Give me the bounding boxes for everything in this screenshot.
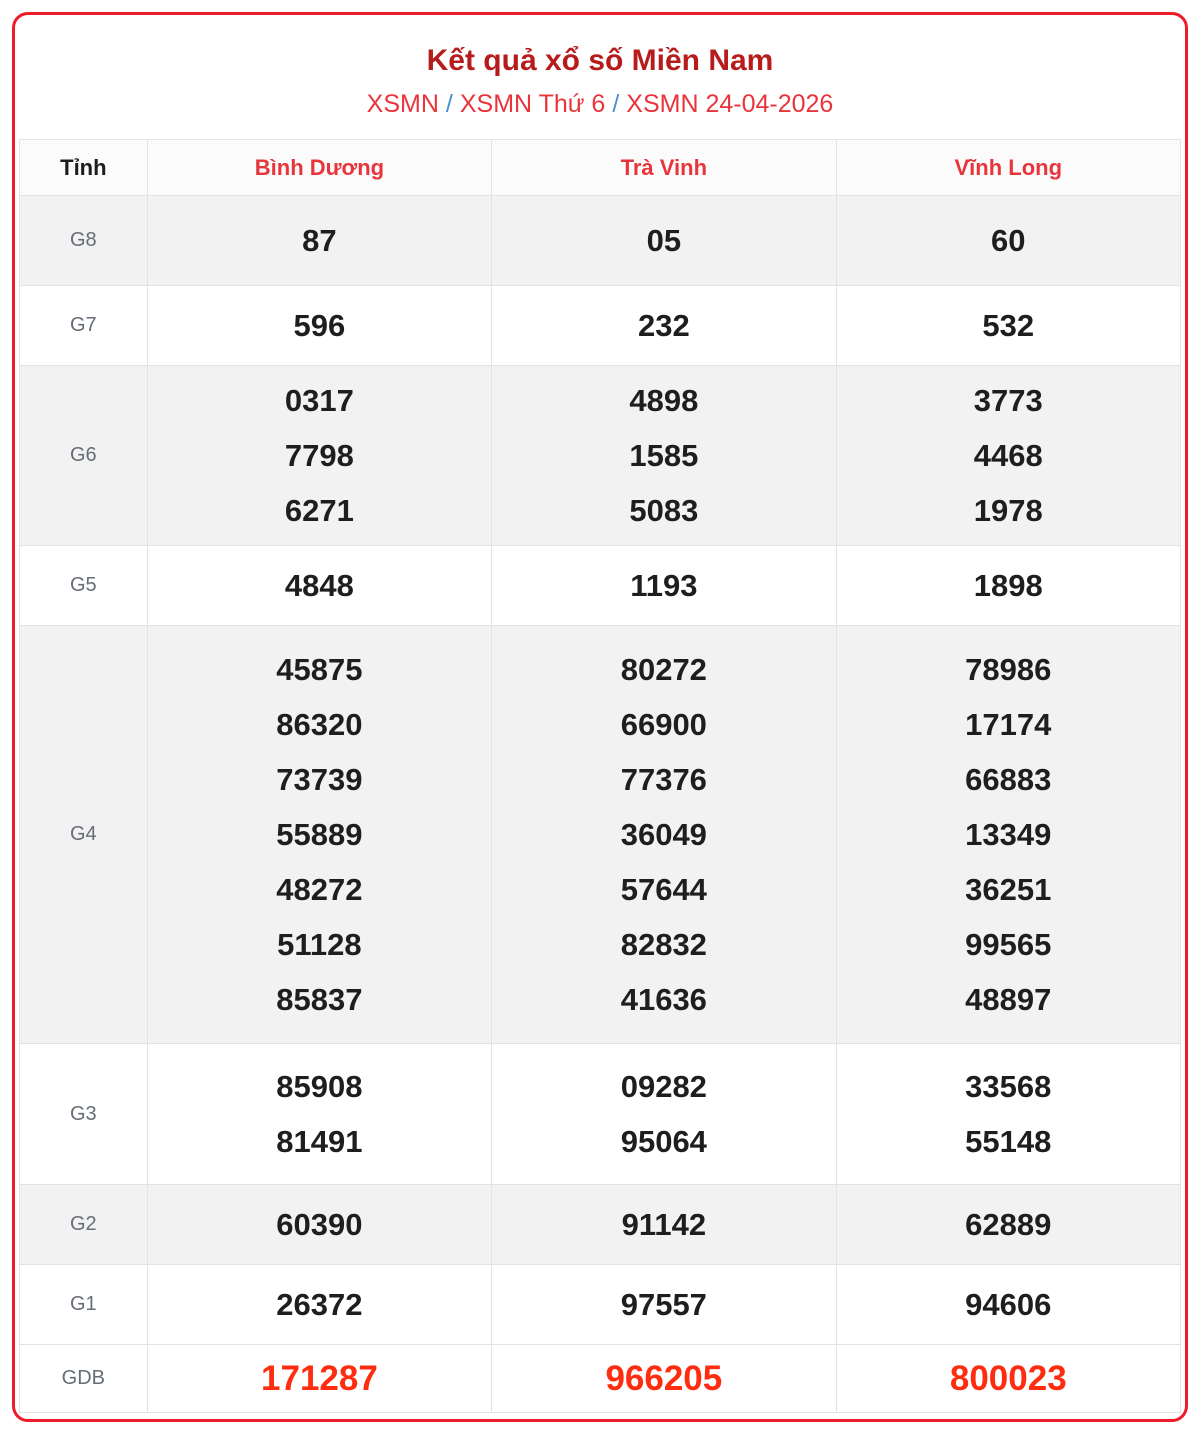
- prize-row-g3: G3 85908 81491 09282 95064 33568 55148: [19, 1043, 1182, 1185]
- prize-number: 09282: [620, 1069, 707, 1104]
- prize-number: 0317: [284, 383, 354, 418]
- prize-number: 66883: [965, 762, 1052, 797]
- row-label: G5: [19, 545, 148, 626]
- prize-number: 17174: [965, 707, 1052, 742]
- prize-number: 51128: [277, 927, 362, 962]
- prize-number: 4848: [284, 568, 354, 603]
- prize-number: 5083: [629, 493, 699, 528]
- breadcrumb-separator: /: [612, 90, 620, 118]
- prize-number: 80272: [620, 652, 707, 687]
- prize-number: 41636: [620, 982, 707, 1017]
- row-label: GDB: [19, 1344, 148, 1413]
- prize-row-g7: G7 596 232 532: [19, 285, 1182, 366]
- prize-number: 99565: [965, 927, 1052, 962]
- row-label: G1: [19, 1264, 148, 1345]
- column-header-vinh-long: Vĩnh Long: [835, 139, 1182, 196]
- prize-number: 6271: [284, 493, 354, 528]
- prize-number: 60: [991, 223, 1026, 258]
- prize-number: 73739: [276, 762, 363, 797]
- prize-number: 55148: [965, 1124, 1052, 1159]
- prize-row-g2: G2 60390 91142 62889: [19, 1184, 1182, 1265]
- prize-number: 48897: [965, 982, 1052, 1017]
- prize-number: 60390: [276, 1207, 363, 1242]
- prize-number: 596: [293, 308, 346, 343]
- prize-number: 82832: [620, 927, 707, 962]
- jackpot-number: 966205: [605, 1359, 723, 1398]
- breadcrumb-separator: /: [445, 90, 453, 118]
- prize-number: 87: [302, 223, 337, 258]
- page-title: Kết quả xổ số Miền Nam: [426, 44, 774, 77]
- prize-row-g1: G1 26372 97557 94606: [19, 1264, 1182, 1345]
- prize-number: 48272: [276, 872, 363, 907]
- prize-number: 36049: [620, 817, 707, 852]
- prize-row-g8: G8 87 05 60: [19, 195, 1182, 286]
- prize-number: 94606: [965, 1287, 1052, 1322]
- breadcrumb: XSMN / XSMN Thứ 6/XSMN 24-04-2026: [19, 89, 1181, 119]
- breadcrumb-link-xsmn[interactable]: XSMN: [366, 90, 439, 118]
- prize-number: 85837: [276, 982, 363, 1017]
- prize-row-g4: G4 45875 86320 73739 55889 48272 51128 8…: [19, 625, 1182, 1044]
- row-label: G4: [19, 625, 148, 1044]
- prize-number: 57644: [620, 872, 707, 907]
- column-header-tinh: Tỉnh: [19, 139, 148, 196]
- prize-number: 95064: [620, 1124, 707, 1159]
- prize-number: 78986: [965, 652, 1052, 687]
- prize-number: 85908: [276, 1069, 363, 1104]
- prize-number: 33568: [965, 1069, 1052, 1104]
- prize-number: 1978: [973, 493, 1043, 528]
- prize-number: 05: [646, 223, 682, 258]
- prize-number: 86320: [276, 707, 363, 742]
- prize-row-g5: G5 4848 1193 1898: [19, 545, 1182, 626]
- prize-number: 81491: [276, 1124, 363, 1159]
- results-card: Kết quả xổ số Miền Nam XSMN / XSMN Thứ 6/X…: [12, 12, 1188, 1422]
- prize-number: 7798: [284, 438, 354, 473]
- row-label: G3: [19, 1043, 148, 1185]
- breadcrumb-link-xsmn-date[interactable]: XSMN 24-04-2026: [626, 90, 834, 118]
- results-table: Tỉnh Bình Dương Trà Vinh Vĩnh Long G8 87…: [19, 139, 1182, 1413]
- row-label: G2: [19, 1184, 148, 1265]
- prize-row-gdb: GDB 171287 966205 800023: [19, 1344, 1182, 1413]
- prize-number: 1585: [629, 438, 699, 473]
- prize-number: 3773: [973, 383, 1043, 418]
- prize-number: 532: [982, 308, 1035, 343]
- prize-number: 62889: [965, 1207, 1052, 1242]
- table-header-row: Tỉnh Bình Dương Trà Vinh Vĩnh Long: [19, 139, 1182, 196]
- jackpot-number: 171287: [261, 1359, 378, 1398]
- row-label: G6: [19, 365, 148, 546]
- column-header-binh-duong: Bình Dương: [146, 139, 493, 196]
- prize-number: 1193: [630, 568, 698, 603]
- prize-row-g6: G6 0317 7798 6271 4898 1585 5083 3773 44…: [19, 365, 1182, 546]
- prize-number: 66900: [620, 707, 707, 742]
- prize-number: 1898: [973, 568, 1043, 603]
- row-label: G8: [19, 195, 148, 286]
- prize-number: 26372: [276, 1287, 363, 1322]
- column-header-tra-vinh: Trà Vinh: [491, 139, 837, 196]
- prize-number: 97557: [620, 1287, 707, 1322]
- breadcrumb-link-xsmn-thu6[interactable]: XSMN Thứ 6: [459, 90, 606, 118]
- jackpot-number: 800023: [949, 1359, 1067, 1398]
- prize-number: 4898: [629, 383, 699, 418]
- prize-number: 77376: [620, 762, 707, 797]
- prize-number: 232: [637, 308, 690, 343]
- prize-number: 36251: [965, 872, 1052, 907]
- prize-number: 45875: [276, 652, 363, 687]
- prize-number: 55889: [276, 817, 363, 852]
- prize-number: 4468: [973, 438, 1043, 473]
- prize-number: 91142: [621, 1207, 707, 1242]
- row-label: G7: [19, 285, 148, 366]
- prize-number: 13349: [965, 817, 1052, 852]
